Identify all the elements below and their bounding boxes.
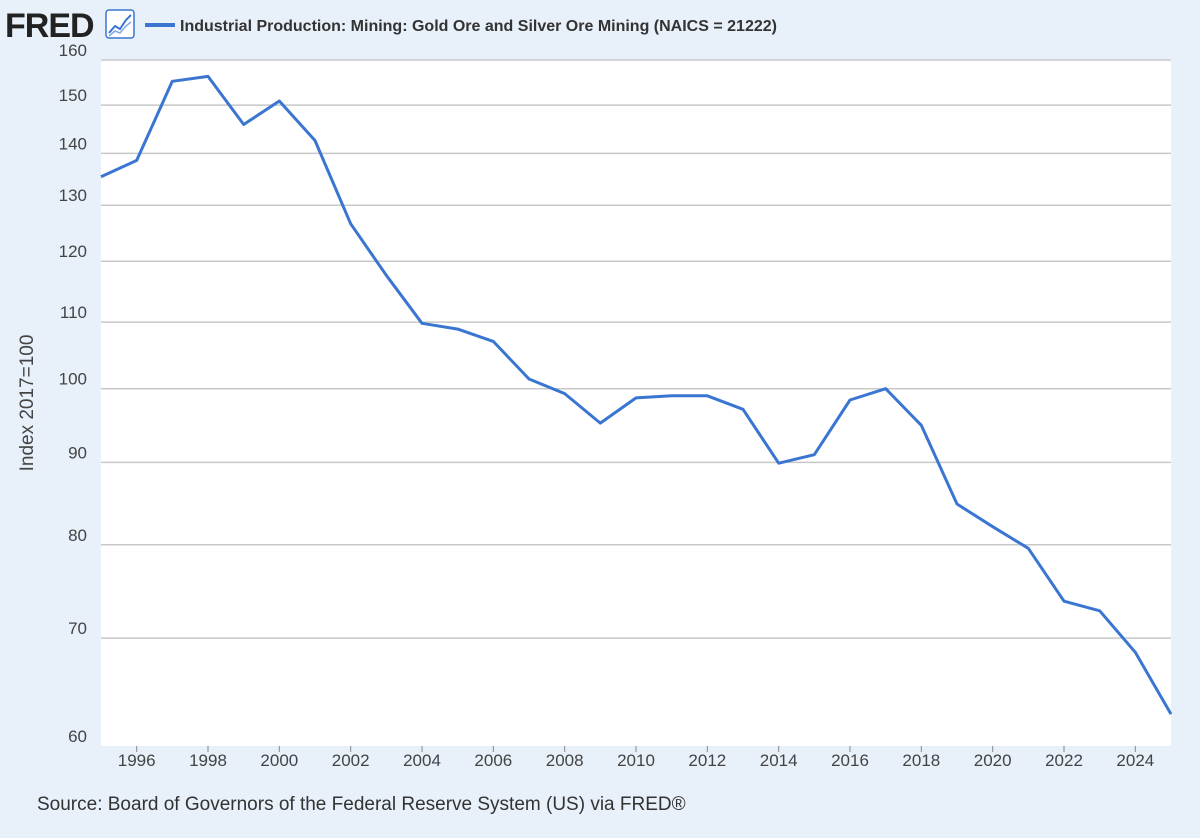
y-tick-label: 160 — [59, 41, 87, 60]
source-note: Source: Board of Governors of the Federa… — [37, 794, 686, 815]
y-tick-label: 90 — [68, 443, 87, 462]
legend-label: Industrial Production: Mining: Gold Ore … — [180, 18, 777, 35]
y-axis-ticks: 60 70 80 90 100 110 120 130 140 150 160 — [59, 41, 87, 746]
y-tick-label: 60 — [68, 727, 87, 746]
y-tick-label: 150 — [59, 86, 87, 105]
plot-area — [101, 60, 1171, 746]
fred-logo[interactable]: FRED — [5, 7, 135, 45]
legend: Industrial Production: Mining: Gold Ore … — [145, 18, 777, 35]
x-tick-label: 2000 — [260, 751, 298, 770]
x-tick-label: 2006 — [474, 751, 512, 770]
y-tick-label: 140 — [59, 134, 87, 153]
x-tick-label: 2010 — [617, 751, 655, 770]
x-tick-label: 2016 — [831, 751, 869, 770]
x-tick-label: 2012 — [688, 751, 726, 770]
line-chart-icon — [105, 9, 135, 39]
y-tick-label: 130 — [59, 186, 87, 205]
x-tick-label: 1996 — [118, 751, 156, 770]
x-tick-label: 2020 — [974, 751, 1012, 770]
y-tick-label: 70 — [68, 619, 87, 638]
x-tick-label: 2018 — [902, 751, 940, 770]
gridlines — [101, 59, 1171, 639]
x-tick-label: 2002 — [332, 751, 370, 770]
x-tick-label: 1998 — [189, 751, 227, 770]
x-tick-label: 2014 — [760, 751, 798, 770]
x-tick-label: 2022 — [1045, 751, 1083, 770]
y-tick-label: 100 — [59, 370, 87, 389]
x-axis-ticks: 1996 1998 2000 2002 2004 2006 2008 2010 2012 2014… — [118, 746, 1154, 770]
y-tick-label: 110 — [60, 303, 87, 322]
x-tick-label: 2024 — [1116, 751, 1154, 770]
y-tick-label: 80 — [68, 526, 87, 545]
y-tick-label: 120 — [59, 242, 87, 261]
fred-logo-text: FRED — [5, 7, 94, 45]
y-axis-label: Index 2017=100 — [17, 335, 38, 472]
series-line-gold-silver-mining — [100, 74, 1173, 715]
x-tick-label: 2004 — [403, 751, 441, 770]
x-tick-label: 2008 — [546, 751, 584, 770]
